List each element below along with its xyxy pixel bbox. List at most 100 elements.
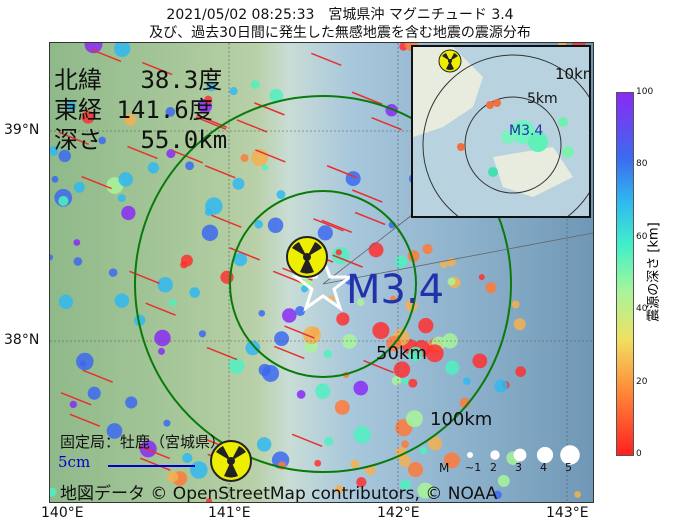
displacement-arrow: [236, 119, 268, 133]
quake-dot: [108, 268, 118, 277]
quake-dot: [167, 471, 179, 483]
inset-ring-label-5km: 5km: [527, 91, 558, 107]
quake-dot: [154, 329, 171, 347]
quake-dot: [334, 485, 344, 494]
quake-dot: [485, 282, 497, 294]
quake-dot: [497, 474, 510, 487]
quake-dot: [472, 353, 488, 369]
quake-dot: [189, 287, 201, 298]
displacement-arrow: [371, 116, 402, 131]
quake-dot: [204, 95, 213, 104]
quake-dot: [58, 195, 69, 206]
quake-dot: [73, 239, 81, 246]
colorbar-tick: 20: [636, 377, 648, 387]
inset-overlay: [413, 47, 589, 216]
displacement-arrow: [127, 145, 158, 160]
quake-dot: [274, 331, 290, 347]
displacement-arrow: [172, 150, 204, 164]
quake-dot: [302, 326, 321, 345]
quake-dot: [114, 43, 131, 58]
quake-dot: [463, 377, 471, 385]
quake-dot: [139, 440, 157, 458]
y-tick: 38°N: [4, 332, 40, 348]
colorbar-tick: 100: [636, 87, 654, 97]
legend-dot: [560, 445, 580, 465]
inset-connector: [322, 232, 593, 285]
displacement-arrow: [141, 61, 173, 76]
quake-dot: [323, 349, 332, 359]
quake-dot: [401, 377, 409, 385]
quake-dot: [317, 225, 333, 241]
quake-dot: [350, 459, 360, 469]
quake-dot: [295, 306, 306, 317]
quake-dot: [394, 255, 408, 269]
quake-dot: [417, 482, 434, 499]
inset-connector: [322, 214, 413, 285]
depth-label: 深さ 55.0km: [54, 126, 228, 154]
quake-dot: [163, 419, 171, 427]
station-label: 固定局：牡鹿（宮城県）: [60, 433, 226, 451]
quake-dot: [189, 461, 208, 479]
quake-dot: [282, 308, 297, 323]
quake-dot: [425, 344, 444, 363]
quake-dot: [315, 383, 331, 399]
legend-size-label: ~1: [465, 461, 482, 474]
colorbar: [616, 92, 634, 456]
quake-dot: [206, 81, 216, 92]
quake-dot: [356, 298, 365, 306]
quake-dot: [405, 410, 423, 428]
quake-dot: [50, 487, 57, 497]
displacement-arrow: [206, 346, 238, 361]
displacement-arrow: [139, 445, 170, 460]
ring-label-100km: 100km: [430, 409, 493, 430]
displacement-arrow: [310, 52, 342, 67]
quake-dot: [124, 113, 137, 126]
quake-dot: [391, 375, 402, 386]
legend-dot: [490, 450, 500, 460]
displacement-arrow: [332, 254, 363, 268]
quake-dot: [98, 136, 106, 145]
legend-size-label: 3: [515, 461, 522, 474]
quake-dot: [515, 366, 527, 377]
quake-dot: [201, 224, 219, 242]
displacement-arrow: [313, 218, 344, 232]
quake-dot: [439, 260, 448, 269]
ring-50km: [229, 190, 417, 378]
quake-dot: [168, 298, 177, 307]
quake-dot: [58, 294, 74, 309]
quake-dot: [324, 436, 334, 446]
displacement-arrow: [291, 433, 323, 448]
y-tick: 39°N: [4, 122, 40, 138]
displacement-arrow: [60, 392, 92, 406]
quake-dot: [254, 220, 263, 229]
quake-dot: [81, 110, 95, 124]
quake-dot: [334, 399, 350, 415]
displacement-arrow: [326, 165, 358, 179]
quake-dot: [258, 309, 266, 317]
title-line2: 及び、過去30日間に発生した無感地震を含む地震の震源分布: [149, 25, 531, 41]
quake-dot: [342, 333, 357, 349]
quake-dot: [50, 145, 59, 156]
legend-label: M: [439, 461, 450, 475]
colorbar-tick: 0: [636, 449, 642, 459]
longitude-label: 東経 141.6度: [54, 96, 213, 124]
quake-dot: [180, 260, 188, 269]
inset-map[interactable]: 10km 5km M3.4: [411, 45, 591, 218]
quake-dot: [84, 43, 103, 54]
quake-dot: [198, 330, 207, 338]
displacement-arrow: [351, 91, 383, 105]
quake-dot: [51, 175, 59, 183]
quake-dot: [443, 452, 460, 469]
quake-dot: [205, 197, 223, 215]
quake-dot: [447, 277, 456, 286]
latitude-label: 北緯 38.3度: [54, 66, 223, 94]
radiation-icon: [438, 49, 462, 73]
quake-dot: [69, 400, 78, 409]
quake-dot: [240, 154, 249, 163]
displacement-arrow: [363, 359, 394, 374]
quake-dot: [408, 346, 423, 362]
displacement-arrow: [69, 413, 101, 427]
displacement-arrow: [255, 149, 286, 163]
quake-dot: [494, 379, 508, 393]
displacement-arrow: [274, 345, 305, 360]
